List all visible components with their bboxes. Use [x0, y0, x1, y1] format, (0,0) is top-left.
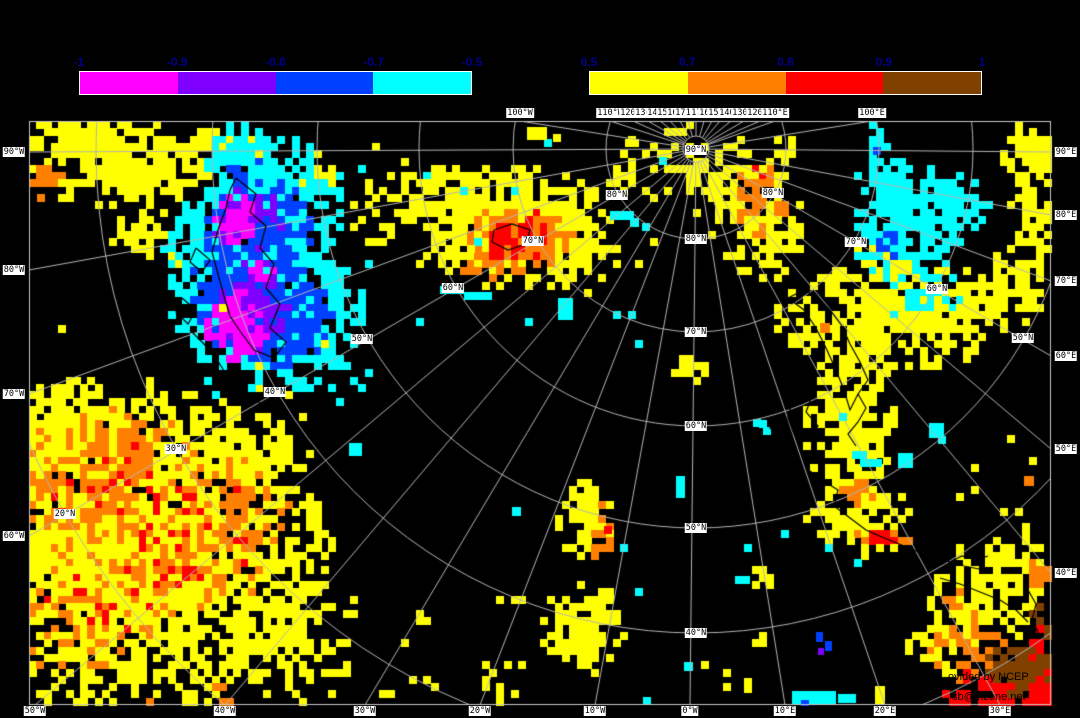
negative-colorbar-tick-label: -0.7 [363, 55, 385, 69]
longitude-grid-label: 40°W [213, 706, 237, 716]
positive-colorbar-tick-label: 0.7 [678, 55, 696, 69]
latitude-grid-label: 50°N [1011, 333, 1035, 343]
positive-colorbar-segment [883, 72, 981, 94]
longitude-grid-label: 50°W [23, 706, 47, 716]
longitude-grid-label: 70°W [2, 389, 26, 399]
positive-colorbar-segment [687, 72, 786, 94]
latitude-grid-label: 70°N [521, 236, 545, 246]
longitude-grid-label: 80°E [1054, 210, 1078, 220]
positive-colorbar-segment [590, 72, 688, 94]
positive-colorbar-segment [785, 72, 884, 94]
latitude-grid-label: 40°N [263, 387, 287, 397]
negative-colorbar-tick-label: -0.8 [265, 55, 286, 69]
latitude-grid-label: 60°N [684, 421, 708, 431]
latitude-grid-label: 70°N [844, 237, 868, 247]
latitude-grid-label: 70°N [684, 327, 708, 337]
longitude-grid-label: 120°E [746, 108, 774, 118]
positive-colorbar-tick-label: 0.9 [875, 55, 893, 69]
longitude-grid-label: 30°E [988, 706, 1012, 716]
longitude-grid-label: 70°E [1054, 276, 1078, 286]
latitude-grid-label: 20°N [53, 509, 77, 519]
longitude-grid-label: 20°W [468, 706, 492, 716]
longitude-grid-label: 20°E [873, 706, 897, 716]
longitude-grid-label: 130°E [731, 108, 759, 118]
longitude-grid-label: 10°W [583, 706, 607, 716]
longitude-grid-label: 30°W [353, 706, 377, 716]
positive-colorbar [589, 71, 982, 95]
longitude-grid-label: 0°W [681, 706, 699, 716]
longitude-grid-label: 90°E [1054, 147, 1078, 157]
longitude-grid-label: 100°E [858, 108, 886, 118]
latitude-grid-label: 60°N [441, 283, 465, 293]
negative-colorbar-segment [373, 72, 471, 94]
negative-colorbar-tick-label: -1 [73, 55, 85, 69]
latitude-grid-label: 40°N [684, 628, 708, 638]
longitude-grid-label: 100°W [506, 108, 534, 118]
longitude-grid-label: 50°E [1054, 444, 1078, 454]
negative-colorbar-tick-label: -0.5 [461, 55, 483, 69]
longitude-grid-label: 110°W [596, 108, 624, 118]
negative-colorbar-tick-label: -0.9 [166, 55, 188, 69]
positive-colorbar-tick-label: 1 [978, 55, 986, 69]
latitude-grid-label: 90°N [684, 145, 708, 155]
latitude-grid-label: 80°N [605, 190, 629, 200]
positive-colorbar-tick-label: 0.5 [580, 55, 598, 69]
latitude-grid-label: 50°N [350, 334, 374, 344]
longitude-grid-label: 10°E [773, 706, 797, 716]
latitude-grid-label: 80°N [684, 234, 708, 244]
negative-colorbar-segment [177, 72, 276, 94]
latitude-grid-label: 30°N [164, 444, 188, 454]
negative-colorbar-segment [275, 72, 374, 94]
longitude-grid-label: 110°E [761, 108, 789, 118]
longitude-grid-label: 120°W [619, 108, 647, 118]
longitude-grid-label: 80°W [2, 265, 26, 275]
negative-colorbar [79, 71, 472, 95]
latitude-grid-label: 80°N [761, 188, 785, 198]
latitude-grid-label: 60°N [925, 284, 949, 294]
attribution-ncep-text: ovided by NCEP [948, 671, 1029, 683]
longitude-grid-label: 60°E [1054, 351, 1078, 361]
attribution-email-text: sb@inzone.net [952, 691, 1026, 703]
negative-colorbar-segment [80, 72, 178, 94]
latitude-grid-label: 50°N [684, 523, 708, 533]
longitude-grid-label: 60°W [2, 531, 26, 541]
longitude-grid-label: 90°W [2, 147, 26, 157]
positive-colorbar-tick-label: 0.8 [777, 55, 794, 69]
longitude-grid-label: 40°E [1054, 568, 1078, 578]
